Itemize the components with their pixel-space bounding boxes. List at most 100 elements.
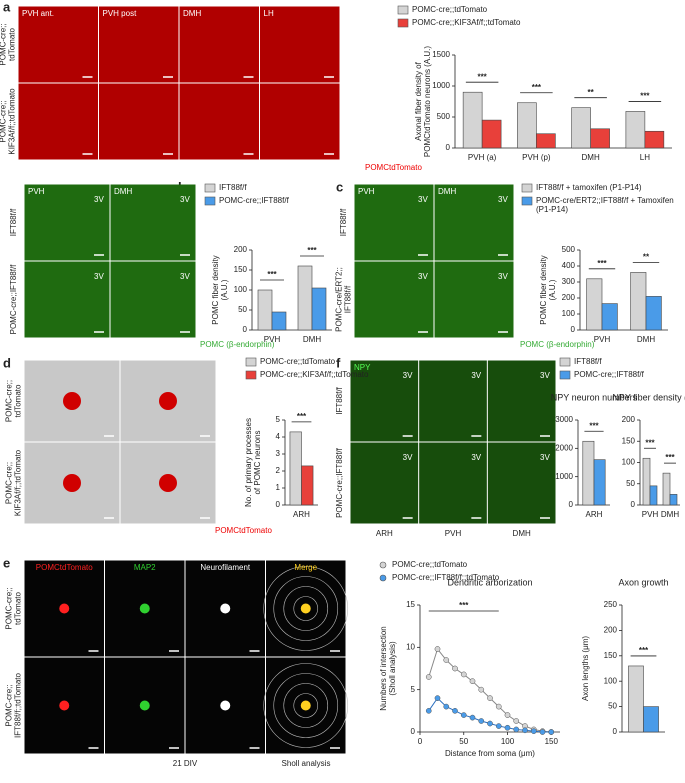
chart-title: Dendritic arborization	[447, 577, 532, 587]
y-tick-label: 300	[562, 277, 576, 286]
y-axis-label: Numbers of intersection	[379, 626, 388, 710]
region-marker: 3V	[498, 195, 508, 204]
region-marker: 3V	[418, 195, 428, 204]
y-axis-label: (A.U.)	[548, 279, 557, 300]
y-axis-label: No. of primary processes	[244, 418, 253, 507]
significance: **	[588, 88, 595, 97]
micrograph	[354, 261, 434, 338]
y-axis-label: of POMC neurons	[253, 430, 262, 494]
y-tick-label: 0	[613, 727, 618, 736]
caption: POMCtdTomato	[365, 163, 422, 172]
y-tick-label: 100	[562, 309, 576, 318]
point	[513, 718, 520, 724]
point	[460, 712, 467, 718]
significance: ***	[589, 421, 599, 430]
bar	[289, 431, 302, 506]
row-label: POMC-cre;;	[5, 380, 14, 422]
y-tick-label: 0	[276, 500, 281, 509]
y-tick-label: 4	[276, 432, 281, 441]
row-label: POMC-cre;;	[0, 23, 8, 65]
bar	[462, 91, 483, 149]
legend-label: IFT88f/f + tamoxifen (P1-P14)	[536, 183, 642, 192]
point	[452, 665, 458, 672]
x-tick-label: 50	[459, 737, 468, 746]
neuron	[63, 392, 81, 410]
panel-letter: f	[336, 355, 341, 370]
row-label: KIF3Af/f;;tdTomato	[8, 88, 17, 155]
legend-swatch	[204, 183, 216, 193]
bar	[571, 107, 591, 149]
neuron	[63, 474, 81, 492]
legend-swatch	[379, 574, 387, 582]
row-label: POMC-cre;;	[5, 587, 14, 629]
caption: POMC (β-endorphin)	[200, 340, 275, 349]
micrograph	[179, 6, 259, 83]
legend-swatch	[379, 561, 387, 569]
legend-label: POMC-cre;;tdTomato	[412, 5, 488, 14]
y-tick-label: 2	[276, 466, 281, 475]
bar	[271, 311, 287, 331]
bar	[625, 111, 646, 149]
row-label: IFT88f/f	[335, 386, 344, 414]
micrograph	[419, 442, 487, 524]
row-label: POMC-cre;;IFT88f/f	[335, 447, 344, 518]
micrograph	[179, 83, 259, 160]
stain-label: NPY	[354, 363, 371, 372]
neuron	[300, 700, 311, 711]
bar	[649, 485, 658, 506]
column-label: PVH	[28, 187, 45, 196]
legend-swatch	[559, 357, 571, 367]
y-axis-label: (A.U.)	[220, 279, 229, 300]
point	[469, 714, 476, 721]
x-tick-label: 100	[501, 737, 515, 746]
column-label: PVH	[445, 529, 462, 538]
bar	[669, 494, 678, 506]
column-label: MAP2	[134, 563, 156, 572]
y-tick-label: 1500	[432, 50, 450, 59]
bar	[593, 459, 606, 506]
legend-swatch	[245, 357, 257, 367]
column-label: POMCtdTomato	[36, 563, 93, 572]
bar	[630, 272, 647, 331]
legend-label: IFT88f/f	[574, 357, 602, 366]
y-tick-label: 0	[571, 325, 576, 334]
y-tick-label: 200	[234, 245, 248, 254]
y-tick-label: 150	[234, 265, 248, 274]
point	[434, 646, 441, 652]
y-tick-label: 3000	[555, 415, 573, 424]
micrograph	[24, 261, 110, 338]
region-marker: 3V	[471, 371, 481, 380]
micrograph	[260, 83, 340, 160]
bar	[586, 278, 603, 331]
column-label: PVH post	[103, 9, 138, 18]
x-tick-label: PVH	[594, 335, 611, 344]
point	[478, 686, 485, 693]
x-tick-label: PVH (a)	[468, 153, 497, 162]
bar	[517, 102, 537, 149]
neuron	[300, 603, 311, 614]
column-label: Neurofilament	[200, 563, 251, 572]
legend-label: POMC-cre;;tdTomato	[392, 560, 468, 569]
sholl-ring	[273, 673, 339, 738]
point	[487, 720, 493, 727]
region-marker: 3V	[498, 272, 508, 281]
y-axis-label: Axonal fiber density of	[414, 61, 423, 140]
micrograph	[419, 360, 487, 442]
bar	[644, 130, 665, 149]
bar	[601, 303, 618, 331]
y-axis-label: (Sholl analysis)	[388, 641, 397, 696]
point	[425, 707, 432, 714]
bar	[582, 440, 595, 506]
chart-title: Axon growth	[618, 577, 668, 587]
y-axis-label: POMCtdTomato neurons (A.U.)	[423, 46, 432, 157]
neuron	[59, 700, 70, 711]
legend-label: POMC-cre/ERT2;;IFT88f/f + Tamoxifen (P1-P…	[536, 196, 674, 214]
column-label: DMH	[183, 9, 201, 18]
x-tick-label: 150	[545, 737, 559, 746]
x-tick-label: LH	[640, 153, 650, 162]
neuron	[220, 700, 231, 711]
y-axis-label: POMC fiber density	[211, 255, 220, 324]
significance: ***	[645, 438, 655, 447]
row-label: POMC-cre;;IFT88f/f	[9, 264, 18, 335]
